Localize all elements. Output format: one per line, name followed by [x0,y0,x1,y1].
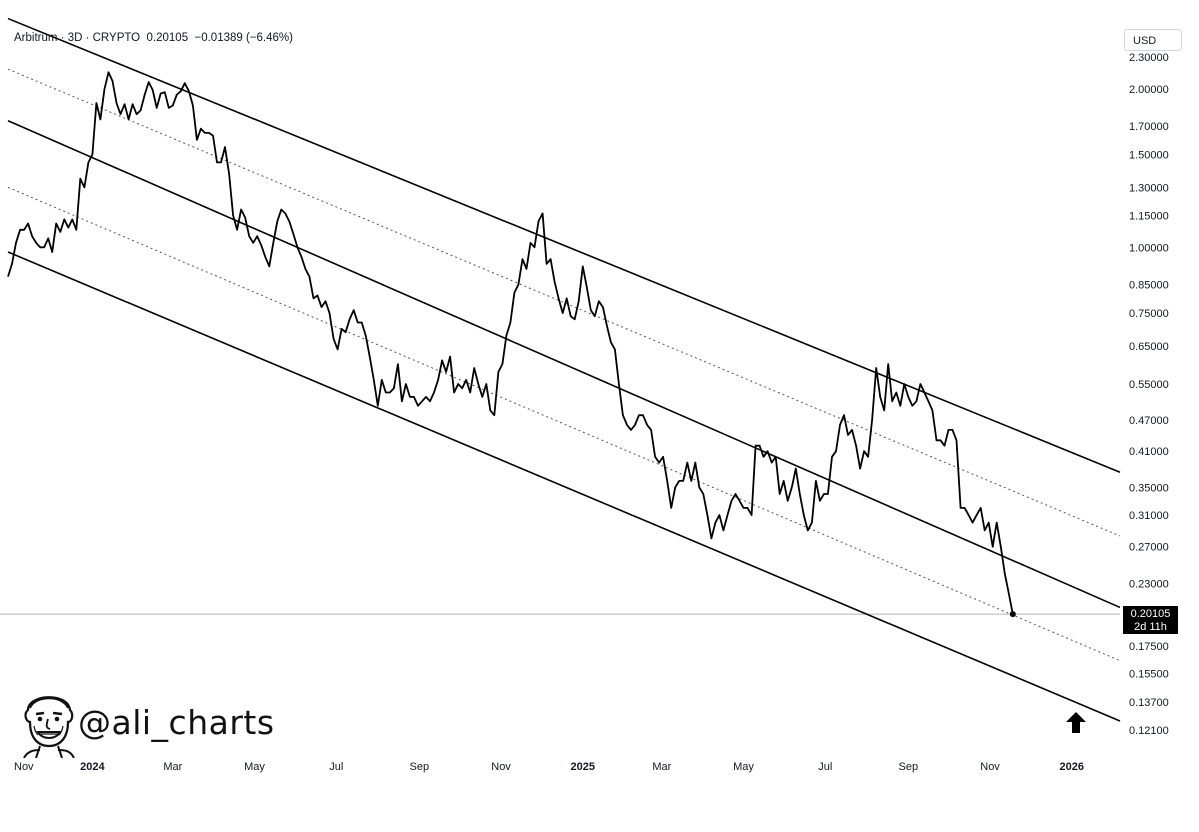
x-tick-label: May [733,761,754,773]
price-line[interactable] [7,71,1014,615]
y-tick-label: 0.47000 [1129,415,1169,427]
y-tick-label: 1.15000 [1129,210,1169,222]
y-tick-label: 0.41000 [1129,446,1169,458]
x-tick-label: 2026 [1060,761,1084,773]
y-tick-label: 0.85000 [1129,280,1169,292]
currency-button[interactable]: USD [1124,29,1182,51]
last-price-value: 0.20105 [1130,608,1171,620]
y-tick-label: 1.70000 [1129,121,1169,133]
y-tick-label: 0.13700 [1129,697,1169,709]
last-price-dot [1009,611,1016,618]
x-tick-label: Nov [980,761,1000,773]
x-tick-label: Jul [329,761,343,773]
x-tick-label: Jul [818,761,832,773]
y-tick-label: 0.55000 [1129,379,1169,391]
y-axis: 2.30000 2.00000 1.70000 1.50000 1.30000 1.150… [1129,52,1169,737]
y-tick-label: 0.23000 [1129,578,1169,590]
timeframe-label[interactable]: 3D [67,32,83,44]
x-tick-label: Mar [163,761,182,773]
y-tick-label: 1.50000 [1129,150,1169,162]
chart-header: Arbitrum · 3D · CRYPTO 0.20105 −0.01389 … [14,32,293,44]
x-tick-label: 2025 [571,761,595,773]
x-tick-label: Mar [652,761,671,773]
y-tick-label: 0.15500 [1129,669,1169,681]
channel-line-upper-quarter[interactable] [7,68,1121,537]
watermark: @ali_charts [22,688,274,759]
y-tick-label: 0.75000 [1129,308,1169,320]
arrow-up-icon [1066,712,1086,733]
channel-line-lower-quarter[interactable] [7,186,1121,662]
y-tick-label: 0.31000 [1129,510,1169,522]
x-tick-label: Sep [899,761,919,773]
y-tick-label: 2.30000 [1129,52,1169,64]
y-tick-label: 0.35000 [1129,482,1169,494]
y-tick-label: 0.65000 [1129,341,1169,353]
regression-channel [7,17,1121,722]
x-tick-label: May [244,761,265,773]
header-last-price: 0.20105 [146,32,189,44]
y-tick-label: 0.17500 [1129,641,1169,653]
y-tick-label: 0.12100 [1129,725,1169,737]
y-tick-label: 1.00000 [1129,242,1169,254]
x-tick-label: Nov [14,761,34,773]
header-price-change: −0.01389 (−6.46%) [194,32,293,44]
market-label: CRYPTO [92,32,141,44]
x-axis: Nov 2024 Mar May Jul Sep Nov 2025 Mar May Jul Sep No… [14,761,1084,773]
header-separator: · [82,32,93,44]
channel-line-lower[interactable] [7,251,1121,722]
caricature-face-icon [23,696,75,759]
x-tick-label: Sep [410,761,430,773]
y-tick-label: 1.30000 [1129,182,1169,194]
bar-countdown: 2d 11h [1134,621,1167,633]
last-price-tag: 0.20105 2d 11h [1123,606,1178,634]
y-tick-label: 2.00000 [1129,84,1169,96]
channel-line-upper[interactable] [7,17,1121,473]
symbol-name[interactable]: Arbitrum [14,32,58,44]
header-separator: · [57,32,68,44]
watermark-handle: @ali_charts [78,703,275,742]
x-tick-label: 2024 [80,761,105,773]
channel-line-middle[interactable] [7,119,1121,609]
y-tick-label: 0.27000 [1129,542,1169,554]
price-series [7,71,1016,618]
x-tick-label: Nov [491,761,511,773]
